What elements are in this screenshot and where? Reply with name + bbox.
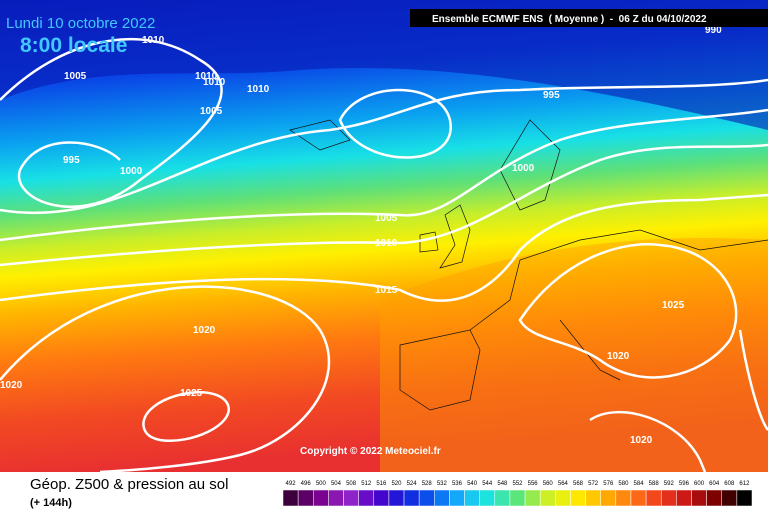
isobar-label: 1020 <box>630 435 653 446</box>
legend-level: 524 <box>407 481 418 487</box>
legend-level: 612 <box>739 481 750 487</box>
isobar-label: 1010 <box>203 77 226 88</box>
subtitle: 8:00 locale <box>20 34 127 57</box>
legend-level: 556 <box>528 481 539 487</box>
legend-level: 508 <box>346 481 357 487</box>
legend-level: 504 <box>331 481 342 487</box>
legend-level: 604 <box>709 481 720 487</box>
legend-level: 576 <box>603 481 614 487</box>
color-swatch <box>388 489 405 507</box>
color-swatch <box>434 489 450 507</box>
legend-level: 512 <box>361 481 372 487</box>
isobar-label: 1005 <box>64 71 87 82</box>
legend-level: 596 <box>679 481 690 487</box>
color-swatch <box>691 489 707 507</box>
color-swatch <box>479 489 496 507</box>
isobar-label: 1010 <box>247 84 270 95</box>
color-swatch <box>600 489 617 507</box>
color-swatch <box>418 489 435 507</box>
legend-level: 516 <box>376 481 387 487</box>
color-swatch <box>449 489 465 507</box>
color-swatch <box>630 489 647 507</box>
isobars <box>0 38 768 474</box>
title: Lundi 10 octobre 2022 <box>6 15 155 32</box>
legend-level: 496 <box>301 481 312 487</box>
legend-level: 592 <box>664 481 675 487</box>
color-swatch <box>358 489 375 507</box>
legend-level: 568 <box>573 481 584 487</box>
legend-level: 600 <box>694 481 705 487</box>
isobar-label: 1010 <box>142 35 165 46</box>
color-swatch <box>615 489 632 507</box>
legend-level: 552 <box>512 481 523 487</box>
isobar-label: 1020 <box>0 380 23 391</box>
isobar-label: 1000 <box>120 166 143 177</box>
legend-level: 528 <box>422 481 433 487</box>
isobar-label: 1005 <box>375 213 398 224</box>
legend-level: 532 <box>437 481 448 487</box>
isobar-label: 990 <box>705 25 722 36</box>
legend-level: 500 <box>316 481 327 487</box>
color-swatch <box>736 489 753 507</box>
legend-level: 580 <box>618 481 629 487</box>
color-swatch <box>676 489 692 507</box>
legend-level: 520 <box>391 481 402 487</box>
color-swatch <box>570 489 586 507</box>
color-swatch <box>721 489 738 507</box>
isobar-label: 1010 <box>375 238 398 249</box>
color-swatch <box>297 489 314 507</box>
legend-level: 584 <box>634 481 645 487</box>
legend-level: 608 <box>724 481 735 487</box>
color-swatch <box>585 489 601 507</box>
color-swatch <box>706 489 722 507</box>
color-swatch <box>645 489 662 507</box>
low-geopotential <box>0 0 768 130</box>
legend-subtitle: (+ 144h) <box>30 497 72 509</box>
isobar-label: 1015 <box>375 285 398 296</box>
isobar-label: 1025 <box>662 300 685 311</box>
color-swatch <box>343 489 359 507</box>
legend-level: 548 <box>497 481 508 487</box>
color-swatch <box>313 489 329 507</box>
legend-level: 492 <box>286 481 297 487</box>
isobar-label: 995 <box>63 155 80 166</box>
isobar-label: 995 <box>543 90 560 101</box>
legend-level: 536 <box>452 481 463 487</box>
high-geopotential <box>380 238 768 472</box>
isobar-label: 1025 <box>180 388 203 399</box>
coastlines <box>289 119 768 411</box>
isobar-label: 1020 <box>193 325 216 336</box>
color-swatch <box>373 489 390 507</box>
copyright: Copyright © 2022 Meteociel.fr <box>300 446 441 457</box>
color-swatch <box>555 489 571 507</box>
color-swatch <box>509 489 526 507</box>
isobar-label: 1000 <box>512 163 535 174</box>
legend-level: 564 <box>558 481 569 487</box>
header: Ensemble ECMWF ENS ( Moyenne ) - 06 Z du… <box>432 14 707 25</box>
color-swatch <box>403 489 420 507</box>
isobar-label: 1005 <box>200 106 223 117</box>
legend-level: 540 <box>467 481 478 487</box>
legend-title: Géop. Z500 & pression au sol <box>30 476 228 493</box>
header-box <box>410 9 768 27</box>
color-swatch <box>494 489 511 507</box>
isobar-label: 1020 <box>607 351 630 362</box>
legend-level: 572 <box>588 481 599 487</box>
color-swatch <box>328 489 344 507</box>
isobar-label: 1010 <box>195 71 218 82</box>
color-swatch <box>660 489 677 507</box>
color-swatch <box>539 489 556 507</box>
legend-level: 560 <box>543 481 554 487</box>
color-swatch <box>464 489 480 507</box>
color-swatch <box>524 489 541 507</box>
legend-level: 588 <box>649 481 660 487</box>
color-swatch <box>282 489 299 507</box>
legend-level: 544 <box>482 481 493 487</box>
